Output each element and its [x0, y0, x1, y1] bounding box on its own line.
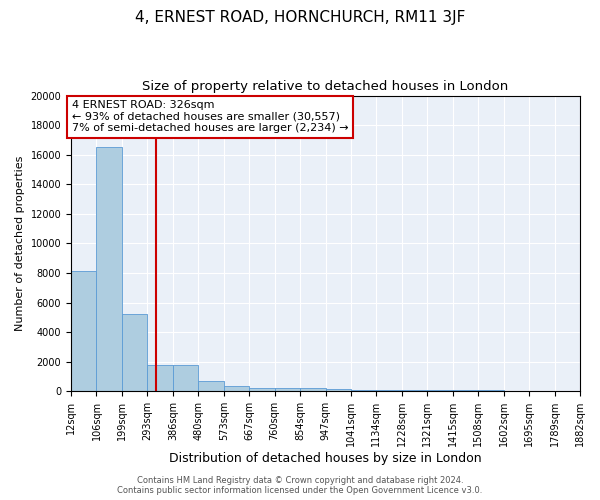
- Text: Contains HM Land Registry data © Crown copyright and database right 2024.
Contai: Contains HM Land Registry data © Crown c…: [118, 476, 482, 495]
- Bar: [249, 388, 275, 391]
- Title: Size of property relative to detached houses in London: Size of property relative to detached ho…: [142, 80, 509, 93]
- Bar: [173, 364, 198, 391]
- Bar: [402, 390, 427, 391]
- Bar: [198, 381, 224, 391]
- Text: 4, ERNEST ROAD, HORNCHURCH, RM11 3JF: 4, ERNEST ROAD, HORNCHURCH, RM11 3JF: [135, 10, 465, 25]
- X-axis label: Distribution of detached houses by size in London: Distribution of detached houses by size …: [169, 452, 482, 465]
- Bar: [376, 390, 402, 391]
- Bar: [351, 390, 376, 391]
- Text: 4 ERNEST ROAD: 326sqm
← 93% of detached houses are smaller (30,557)
7% of semi-d: 4 ERNEST ROAD: 326sqm ← 93% of detached …: [71, 100, 348, 133]
- Y-axis label: Number of detached properties: Number of detached properties: [15, 156, 25, 331]
- Bar: [97, 148, 122, 391]
- Bar: [478, 390, 503, 391]
- Bar: [453, 390, 478, 391]
- Bar: [427, 390, 453, 391]
- Bar: [224, 386, 249, 391]
- Bar: [148, 364, 173, 391]
- Bar: [300, 388, 326, 391]
- Bar: [275, 388, 300, 391]
- Bar: [122, 314, 148, 391]
- Bar: [71, 272, 97, 391]
- Bar: [326, 389, 351, 391]
- Bar: [503, 390, 529, 391]
